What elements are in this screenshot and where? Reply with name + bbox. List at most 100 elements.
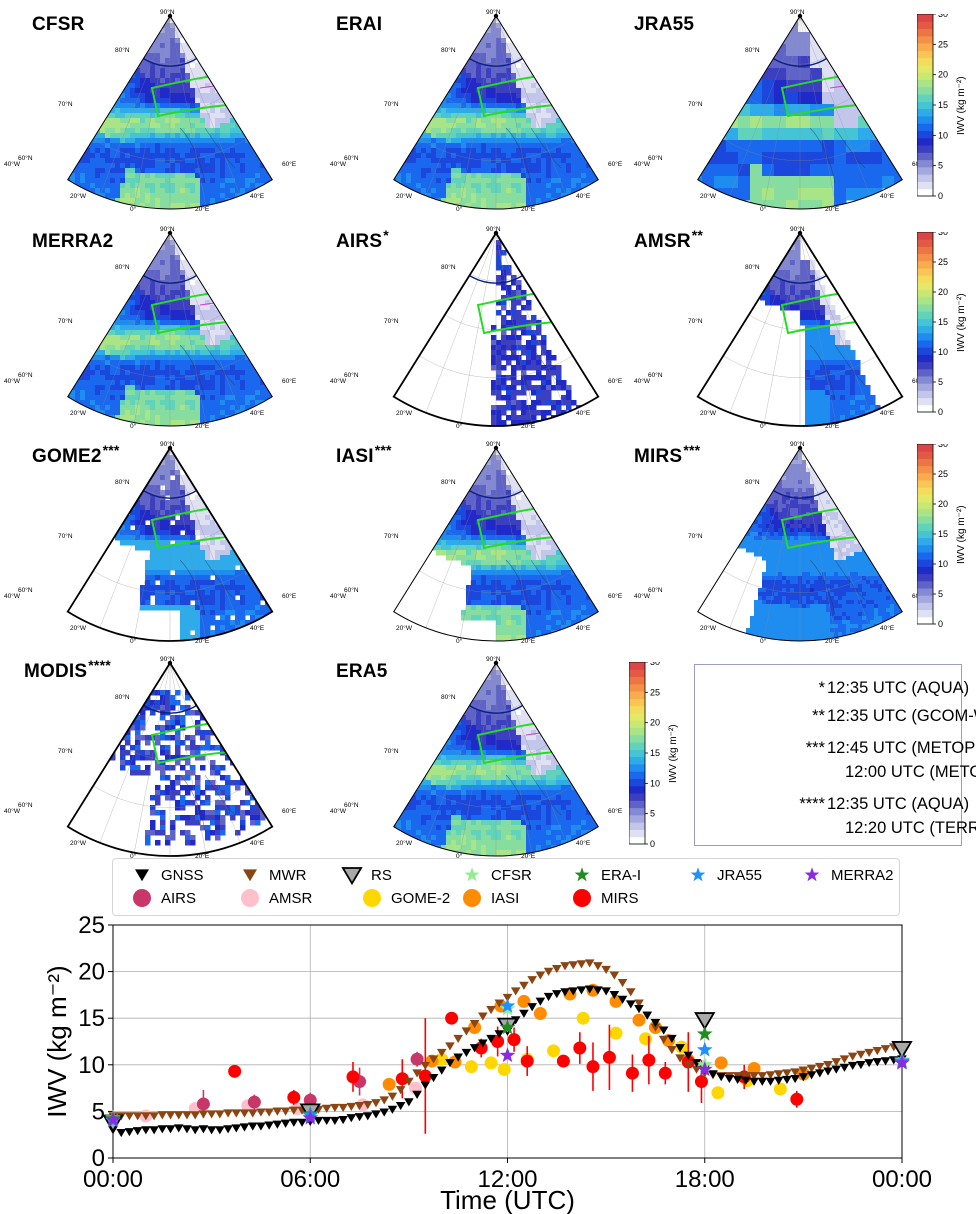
data-point [247,1095,261,1109]
lat-label: 80°N [115,263,130,271]
arctic-map: 90°N80°N70°N60°N40°W20°W0°20°E40°E60°E [4,225,297,430]
legend-item: GOME-2 [359,888,450,908]
panel-title-text: IASI [336,446,374,467]
data-point [116,1128,127,1138]
lon-label: 0° [760,637,767,645]
note-mark: ** [812,707,825,725]
lat-label: 60°N [18,371,33,379]
lon-label: 40°W [4,592,21,600]
data-point [105,1111,121,1127]
colorbar: 0 5 10 15 20 25 30 IWV (kg m⁻²) [917,444,967,629]
map-panel-mirs: 90°N80°N70°N60°N40°W20°W0°20°E40°E60°EMI… [630,440,930,645]
y-tick-label: 0 [92,1145,105,1172]
lat-label: 80°N [441,46,456,54]
data-point [880,1045,891,1054]
lat-label: 70°N [58,100,73,108]
note-mark: * [818,679,825,697]
data-point [196,1097,210,1111]
arctic-map: 90°N80°N70°N60°N40°W20°W0°20°E40°E60°E [330,655,623,860]
colorbar-tick: 30 [938,232,948,237]
data-point [420,1061,431,1071]
lon-label: 40°W [634,377,651,385]
lat-label: 60°N [648,586,663,594]
data-point [683,1051,694,1060]
data-point [206,1110,217,1119]
data-point [609,971,620,980]
data-point [732,1075,743,1085]
legend-marker [804,867,820,882]
data-point [379,1096,390,1105]
colorbar: 0 5 10 15 20 25 30 IWV (kg m⁻²) [917,232,967,417]
data-point [453,1053,463,1062]
data-point [617,978,628,988]
data-point [609,1026,623,1040]
data-point [486,1005,496,1015]
x-tick-label: 06:00 [280,1166,340,1193]
lon-label: 60°E [282,807,297,815]
panel-title-text: CFSR [32,14,85,35]
panel-title-marker: *** [683,442,701,458]
panel-title-text: MERRA2 [32,231,114,252]
lat-label: 90°N [160,440,175,448]
legend-item: AMSR [237,888,312,908]
panel-title-text: ERAI [336,14,383,35]
data-point [507,1033,521,1047]
panel-title-marker: * [383,227,389,243]
data-point [264,1121,274,1130]
data-point [436,1048,447,1058]
lon-label: 60°E [608,807,623,815]
panel-title: IASI*** [336,442,392,468]
legend-item: MIRS [569,888,639,908]
data-point [157,1111,168,1120]
y-tick-label: 15 [78,1005,105,1032]
lon-label: 20°W [396,839,413,847]
colorbar-tick: 20 [650,718,660,728]
data-point [453,1034,463,1044]
data-point [584,959,595,968]
lon-label: 40°W [4,807,21,815]
map-panel-erai: 90°N 80°N 70°N 60°N 40°W 20°W 0° 20°E 40°E 60°E ER… [326,8,626,213]
data-point [182,1125,192,1134]
lon-label: 60°E [282,160,297,168]
data-point [773,1070,784,1079]
map-panel-cfsr: 90°N 80°N 70°N 60°N 40°W 20°W 0° 20°E 40°E 60°E CF… [0,8,300,213]
lat-label: 90°N [486,225,501,233]
lat-label: 80°N [115,693,130,701]
data-point [650,1019,661,1028]
arctic-map: 90°N80°N70°N60°N40°W20°W0°20°E40°E60°E [634,225,927,430]
lon-label: 0° [130,422,137,430]
arctic-map: 90°N80°N70°N60°N40°W20°W0°20°E40°E60°E [330,440,623,645]
lon-label: 0° [760,422,767,430]
map-panel-jra55: 90°N80°N70°N60°N40°W20°W0°20°E40°E60°EJR… [630,8,930,213]
data-point [371,1099,381,1108]
colorbar-tick: 5 [938,161,943,171]
note-mark: **** [799,795,825,813]
lat-label: 80°N [115,478,130,486]
data-point [420,1081,431,1090]
data-point [519,981,529,990]
colorbar-tick: 10 [938,559,948,569]
data-point [694,1075,708,1089]
data-point [741,1072,751,1081]
data-point [556,1054,570,1068]
data-point [387,1105,398,1114]
colorbar-tick: 25 [650,687,660,697]
data-point [806,1071,817,1080]
data-point [650,1023,661,1032]
lon-label: 20°W [396,624,413,632]
colorbar-tick: 25 [938,257,948,267]
lat-label: 90°N [486,655,501,663]
lon-label: 60°E [282,592,297,600]
data-point [798,1073,809,1082]
lat-label: 70°N [384,317,399,325]
lon-label: 60°E [608,377,623,385]
data-point [239,1109,250,1118]
panel-title-marker: **** [88,657,111,673]
legend-item: ERA-I [569,865,641,885]
legend-label: IASI [491,889,520,907]
map-panel-merra2: 90°N 80°N 70°N 60°N 40°W 20°W 0° 20°E 40°E 60°E ME… [0,225,300,430]
data-point [696,1041,713,1057]
data-point [806,1064,817,1073]
lat-label: 90°N [160,655,175,663]
x-tick-label: 00:00 [83,1166,143,1193]
